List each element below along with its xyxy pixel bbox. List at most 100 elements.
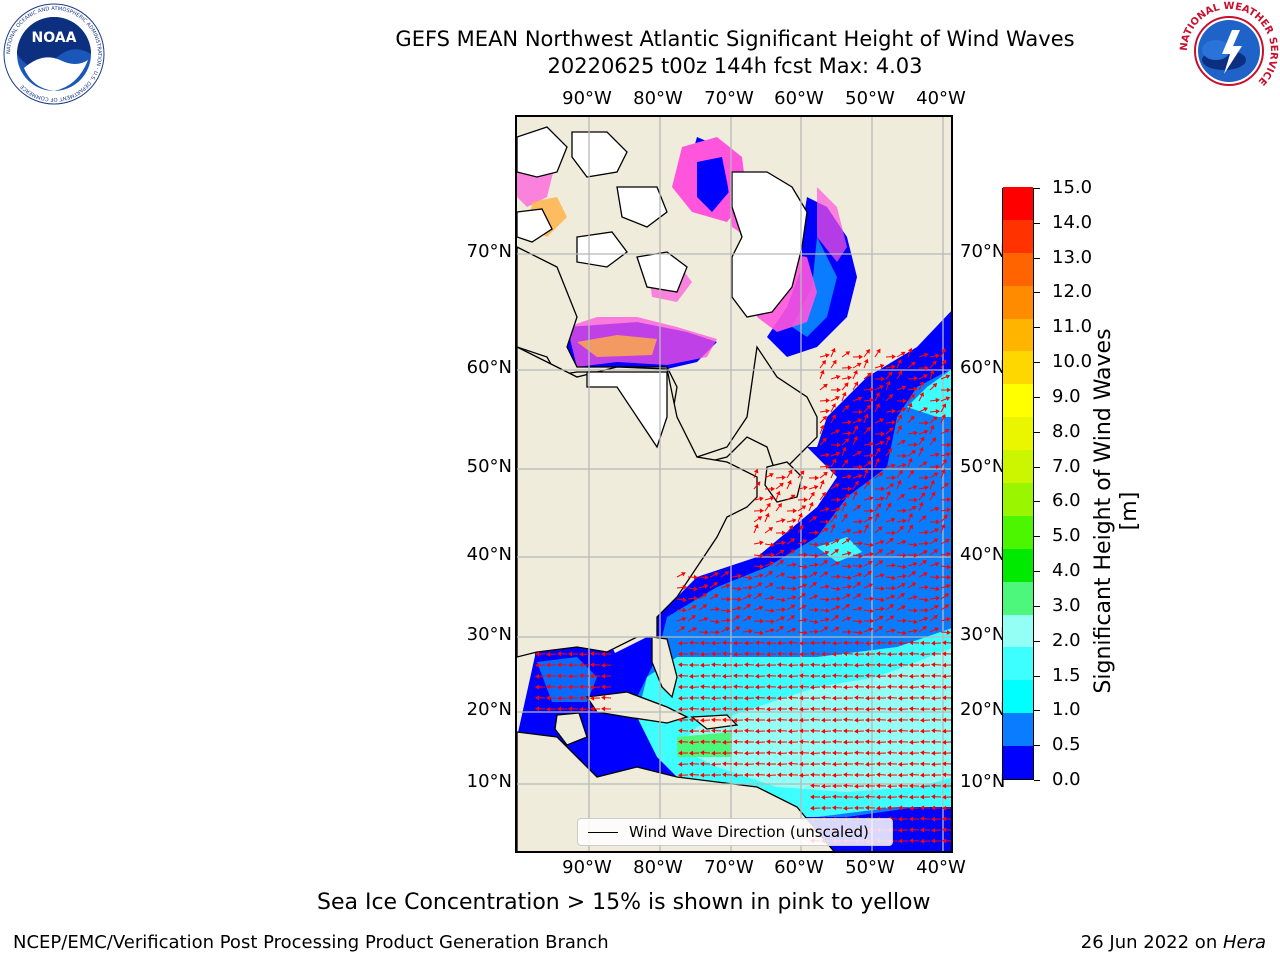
wave-arrow-head [869, 542, 874, 548]
wave-arrow-head [546, 651, 551, 657]
wave-arrow-head [867, 372, 872, 378]
wave-arrow-head [946, 507, 951, 513]
wave-arrow-head [689, 772, 694, 778]
wave-arrow-head [678, 684, 683, 690]
wave-arrow-head [898, 739, 903, 745]
wave-arrow-head [832, 794, 837, 800]
wave-arrow-head [821, 491, 826, 497]
wave-arrow-head [832, 783, 837, 789]
wave-arrow-head [568, 651, 573, 657]
wave-arrow-head [725, 583, 731, 589]
wave-arrow-head [822, 437, 827, 443]
wave-arrow-head [908, 513, 913, 518]
wave-arrow-head [557, 673, 562, 679]
wave-arrow-head [814, 530, 819, 536]
wave-arrow-head [913, 628, 918, 634]
wave-arrow-head [689, 684, 694, 690]
wave-arrow-head [832, 684, 837, 690]
wave-arrow-head [825, 353, 830, 358]
wave-arrow-head [920, 772, 925, 778]
wave-arrow-head [832, 673, 837, 679]
wave-arrow-head [770, 595, 775, 601]
wave-arrow-head [799, 640, 804, 646]
colorbar-tick-mark [1034, 571, 1040, 573]
wave-arrow-head [810, 662, 815, 668]
wave-arrow-head [920, 662, 925, 668]
wave-arrow-head [814, 607, 819, 613]
wave-arrow-head [831, 414, 836, 419]
lat-tick-left: 50°N [466, 456, 512, 477]
wave-arrow-head [733, 706, 738, 712]
wave-arrow-head [880, 586, 885, 591]
wave-arrow-head [810, 805, 815, 811]
wave-arrow-head [590, 706, 595, 712]
wave-arrow-head [714, 572, 719, 577]
wave-arrow-head [755, 662, 760, 668]
wave-arrow-head [693, 595, 698, 601]
wave-arrow-head [799, 772, 804, 778]
wave-arrow-head [733, 772, 738, 778]
wave-arrow-head [535, 651, 540, 657]
wave-arrow-head [902, 573, 907, 579]
wave-arrow-head [854, 794, 859, 800]
wave-arrow-head [876, 684, 881, 690]
wave-arrow-head [836, 507, 841, 513]
wave-arrow-head [902, 630, 907, 636]
wave-arrow-head [788, 750, 793, 756]
wave-arrow-head [887, 750, 892, 756]
wave-arrow-head [814, 562, 819, 568]
wave-arrow-head [923, 352, 929, 358]
wave-arrow-head [887, 783, 892, 789]
wave-arrow-head [821, 761, 826, 767]
wave-arrow-head [935, 574, 940, 580]
wave-arrow-head [898, 717, 903, 723]
wave-arrow-head [744, 640, 749, 646]
colorbar-tick-label: 1.0 [1052, 699, 1081, 721]
wave-arrow-head [932, 360, 937, 366]
lat-tick-left: 10°N [466, 771, 512, 792]
wave-arrow-head [876, 503, 882, 508]
wave-arrow-head [924, 365, 929, 371]
wave-arrow-head [722, 739, 727, 745]
wave-arrow-head [810, 651, 815, 657]
wave-arrow [952, 565, 953, 566]
wave-arrow-head [781, 607, 786, 613]
wave-arrow-head [546, 673, 551, 679]
wave-arrow-head [869, 453, 874, 459]
wave-arrow-head [865, 805, 870, 811]
wave-arrow-head [601, 673, 606, 679]
wave-arrow-head [777, 750, 782, 756]
wave-arrow-head [777, 772, 782, 778]
wave-arrow-head [680, 626, 686, 631]
wave-arrow-head [876, 750, 881, 756]
wave-arrow-head [810, 695, 815, 701]
wave-arrow-head [878, 549, 884, 554]
wave-arrow-head [568, 695, 573, 701]
wave-arrow-head [810, 640, 815, 646]
wave-arrow-head [864, 523, 869, 529]
wave-arrow-head [744, 772, 749, 778]
wave-arrow-head [568, 706, 573, 712]
wave-arrow-head [846, 528, 852, 534]
wave-arrow-head [932, 383, 938, 388]
wave-arrow-head [832, 640, 837, 646]
wave-arrow-head [876, 640, 881, 646]
wave-arrow-head [766, 706, 771, 712]
wave-arrow-head [792, 562, 797, 568]
wave-arrow-head [858, 606, 863, 612]
wave-arrow-head [907, 347, 913, 353]
wave-arrow-head [942, 458, 947, 464]
wave-arrow-head [847, 575, 852, 581]
wave-arrow-head [821, 772, 826, 778]
wave-arrow-head [942, 673, 947, 679]
wave-arrow-head [879, 539, 885, 545]
wave-arrow-head [847, 430, 852, 436]
wave-arrow-head [865, 794, 870, 800]
wave-arrow-head [931, 739, 936, 745]
wave-arrow-head [821, 750, 826, 756]
wave-arrow-head [900, 493, 905, 499]
wave-arrow-head [889, 615, 895, 620]
wave-arrow-head [747, 616, 752, 621]
wave-arrow-head [823, 471, 828, 477]
wave-arrow-head [885, 380, 891, 386]
